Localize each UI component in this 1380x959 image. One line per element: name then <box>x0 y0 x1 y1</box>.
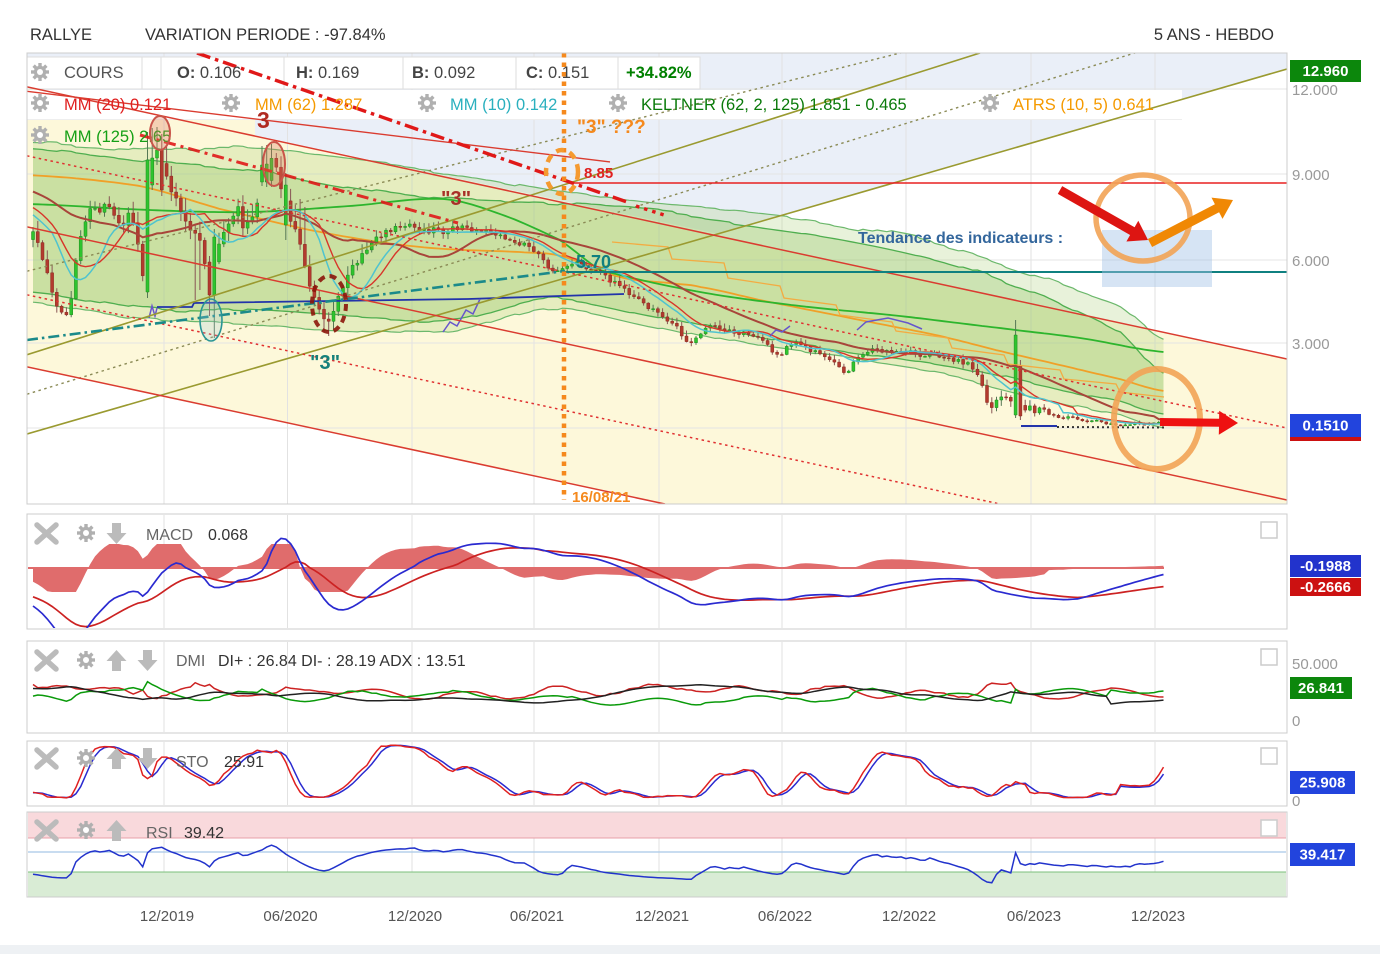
svg-text:16/08/21: 16/08/21 <box>572 489 630 506</box>
svg-text:8.85: 8.85 <box>584 165 613 182</box>
svg-text:26.841: 26.841 <box>1298 680 1344 697</box>
svg-text:6.000: 6.000 <box>1292 253 1330 270</box>
svg-text:3.000: 3.000 <box>1292 336 1330 353</box>
svg-text:H: 0.169: H: 0.169 <box>296 64 359 82</box>
svg-text:12/2022: 12/2022 <box>882 908 936 925</box>
svg-text:12.960: 12.960 <box>1303 63 1349 80</box>
svg-text:06/2023: 06/2023 <box>1007 908 1061 925</box>
svg-text:STO: STO <box>176 754 209 771</box>
svg-text:VARIATION PERIODE : -97.84%: VARIATION PERIODE : -97.84% <box>145 26 386 44</box>
svg-text:"3": "3" <box>310 352 340 374</box>
svg-text:MM (10) 0.142: MM (10) 0.142 <box>450 96 557 114</box>
svg-text:25.908: 25.908 <box>1300 775 1346 792</box>
svg-text:C: 0.151: C: 0.151 <box>526 64 589 82</box>
svg-text:9.000: 9.000 <box>1292 167 1330 184</box>
svg-text:KELTNER (62, 2, 125) 1.851 -: KELTNER (62, 2, 125) 1.851 - 0.465 <box>641 96 907 114</box>
svg-text:ATRS (10, 5) 0.641: ATRS (10, 5) 0.641 <box>1013 96 1154 114</box>
svg-text:-0.2666: -0.2666 <box>1300 579 1351 596</box>
svg-text:"3" ???: "3" ??? <box>577 117 646 138</box>
svg-text:0: 0 <box>1292 713 1300 730</box>
svg-text:06/2021: 06/2021 <box>510 908 564 925</box>
svg-text:39.42: 39.42 <box>184 825 224 842</box>
svg-text:5.70: 5.70 <box>576 252 611 272</box>
svg-text:RSI: RSI <box>146 825 173 842</box>
svg-text:MM (62) 1.287: MM (62) 1.287 <box>255 96 362 114</box>
svg-text:RALLYE: RALLYE <box>30 26 92 44</box>
svg-text:12/2020: 12/2020 <box>388 908 442 925</box>
svg-text:39.417: 39.417 <box>1300 847 1346 864</box>
svg-text:-0.1988: -0.1988 <box>1300 558 1351 575</box>
svg-text:+34.82%: +34.82% <box>626 64 692 82</box>
svg-text:0: 0 <box>1292 793 1300 810</box>
svg-text:DMI: DMI <box>176 653 205 670</box>
svg-text:"3": "3" <box>441 188 471 210</box>
svg-text:06/2022: 06/2022 <box>758 908 812 925</box>
svg-text:12/2021: 12/2021 <box>635 908 689 925</box>
svg-text:MACD: MACD <box>146 527 193 544</box>
svg-text:3: 3 <box>257 107 270 133</box>
svg-text:MM (125) 2.65: MM (125) 2.65 <box>64 128 171 146</box>
svg-text:06/2020: 06/2020 <box>263 908 317 925</box>
svg-text:O: 0.106: O: 0.106 <box>177 64 241 82</box>
svg-text:50.000: 50.000 <box>1292 656 1338 673</box>
svg-text:0.1510: 0.1510 <box>1303 418 1349 435</box>
svg-text:DI+ : 26.84 DI- : 28.19 ADX :: DI+ : 26.84 DI- : 28.19 ADX : 13.51 <box>218 653 466 670</box>
svg-text:COURS: COURS <box>64 64 124 82</box>
svg-text:12.000: 12.000 <box>1292 82 1338 99</box>
svg-text:12/2023: 12/2023 <box>1131 908 1185 925</box>
svg-text:0.068: 0.068 <box>208 527 248 544</box>
svg-text:25.91: 25.91 <box>224 754 264 771</box>
svg-text:5 ANS - HEBDO: 5 ANS - HEBDO <box>1154 26 1274 44</box>
svg-text:Tendance des indicateurs :: Tendance des indicateurs : <box>858 230 1063 247</box>
svg-text:B: 0.092: B: 0.092 <box>412 64 475 82</box>
svg-text:MM (20) 0.121: MM (20) 0.121 <box>64 96 171 114</box>
svg-text:12/2019: 12/2019 <box>140 908 194 925</box>
